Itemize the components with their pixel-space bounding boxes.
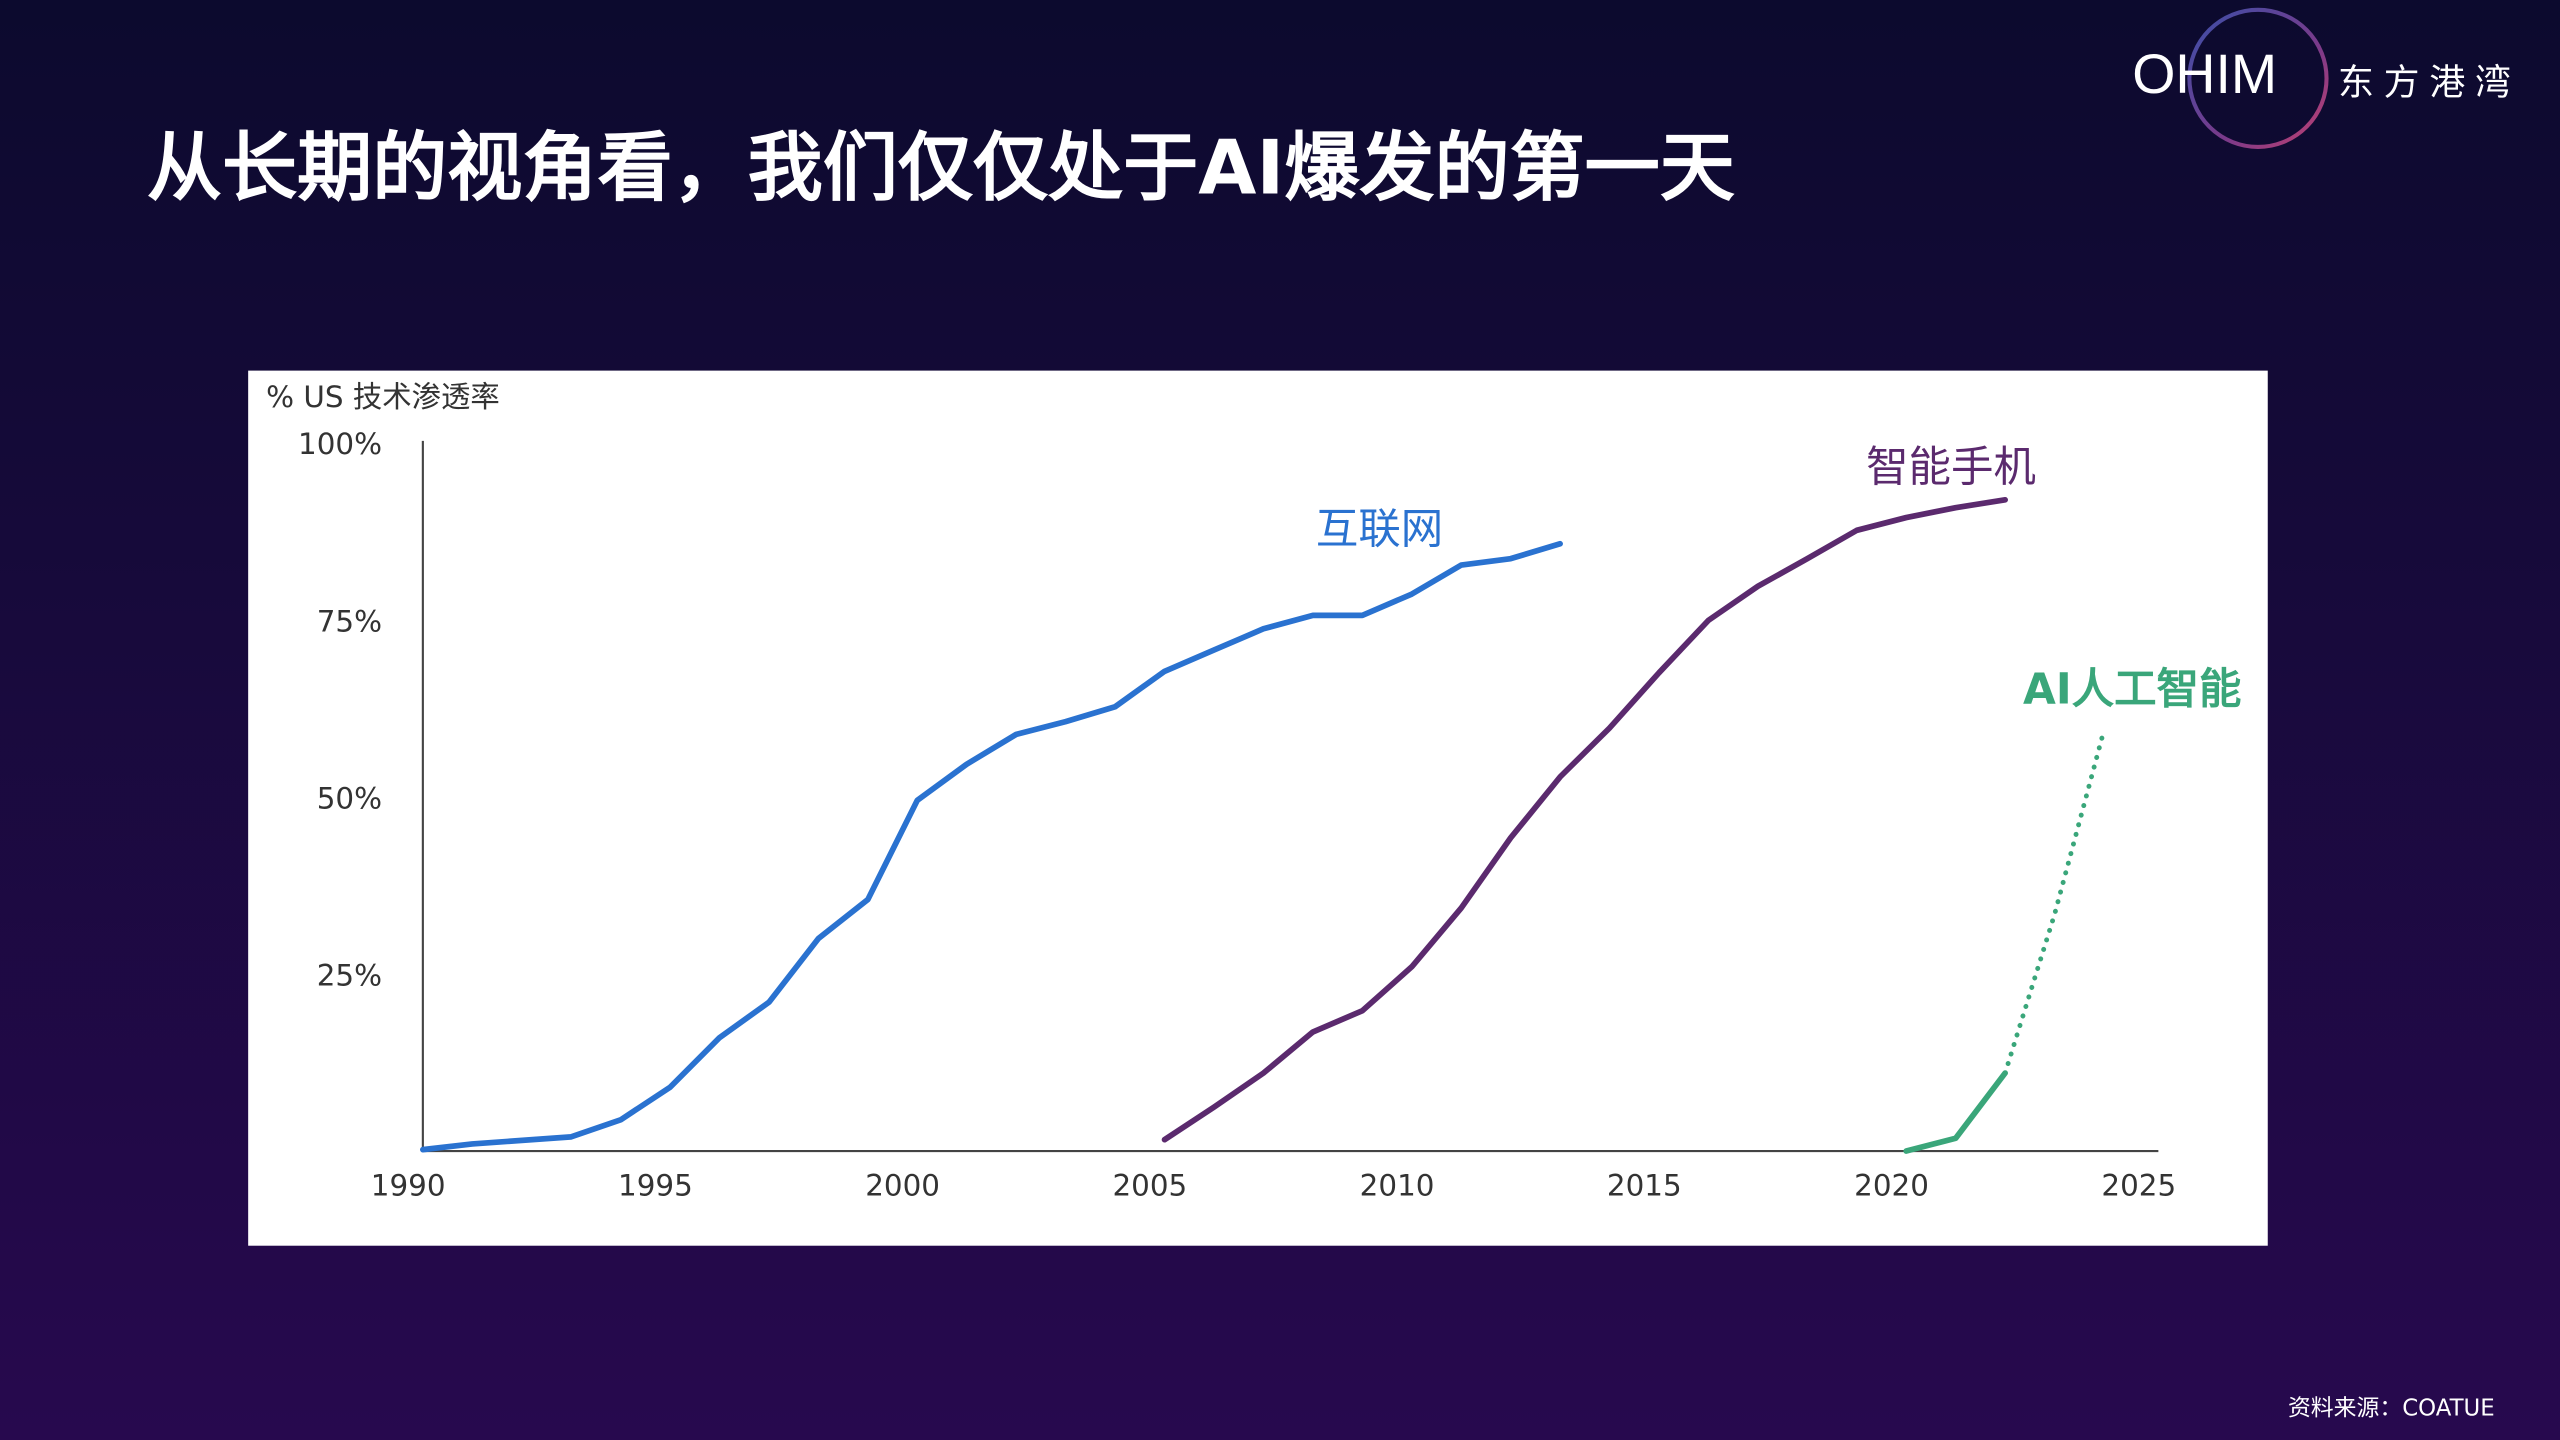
chart-panel bbox=[248, 370, 2268, 1246]
x-tick-label: 2005 bbox=[1112, 1168, 1187, 1202]
y-tick-label: 50% bbox=[317, 781, 382, 815]
slide-title: 从长期的视角看，我们仅仅处于AI爆发的第一天 bbox=[147, 124, 1735, 212]
series-line bbox=[420, 540, 1563, 1153]
source-note: 资料来源：COATUE bbox=[2288, 1395, 2495, 1421]
x-tick-label: 2010 bbox=[1360, 1168, 1435, 1202]
logo-name: 东方港湾 bbox=[2338, 62, 2521, 103]
x-tick-label: 1995 bbox=[618, 1168, 693, 1202]
series-label: AI人工智能 bbox=[2023, 666, 2241, 715]
x-tick-label: 1990 bbox=[371, 1168, 446, 1202]
x-tick-label: 2025 bbox=[2101, 1168, 2176, 1202]
series-label: 智能手机 bbox=[1866, 444, 2036, 493]
y-tick-label: 25% bbox=[317, 959, 382, 993]
x-tick-label: 2020 bbox=[1854, 1168, 1929, 1202]
logo-ring bbox=[2187, 7, 2329, 149]
series-line bbox=[1161, 496, 2008, 1143]
x-tick-label: 2000 bbox=[865, 1168, 940, 1202]
series-label: 互联网 bbox=[1316, 506, 1443, 555]
y-tick-label: 75% bbox=[317, 604, 382, 638]
y-axis-label: % US 技术渗透率 bbox=[266, 380, 500, 414]
logo-mark: OHIM bbox=[2132, 43, 2277, 105]
y-tick-label: 100% bbox=[298, 427, 382, 461]
series-line bbox=[1903, 1070, 2008, 1154]
x-tick-label: 2015 bbox=[1607, 1168, 1682, 1202]
